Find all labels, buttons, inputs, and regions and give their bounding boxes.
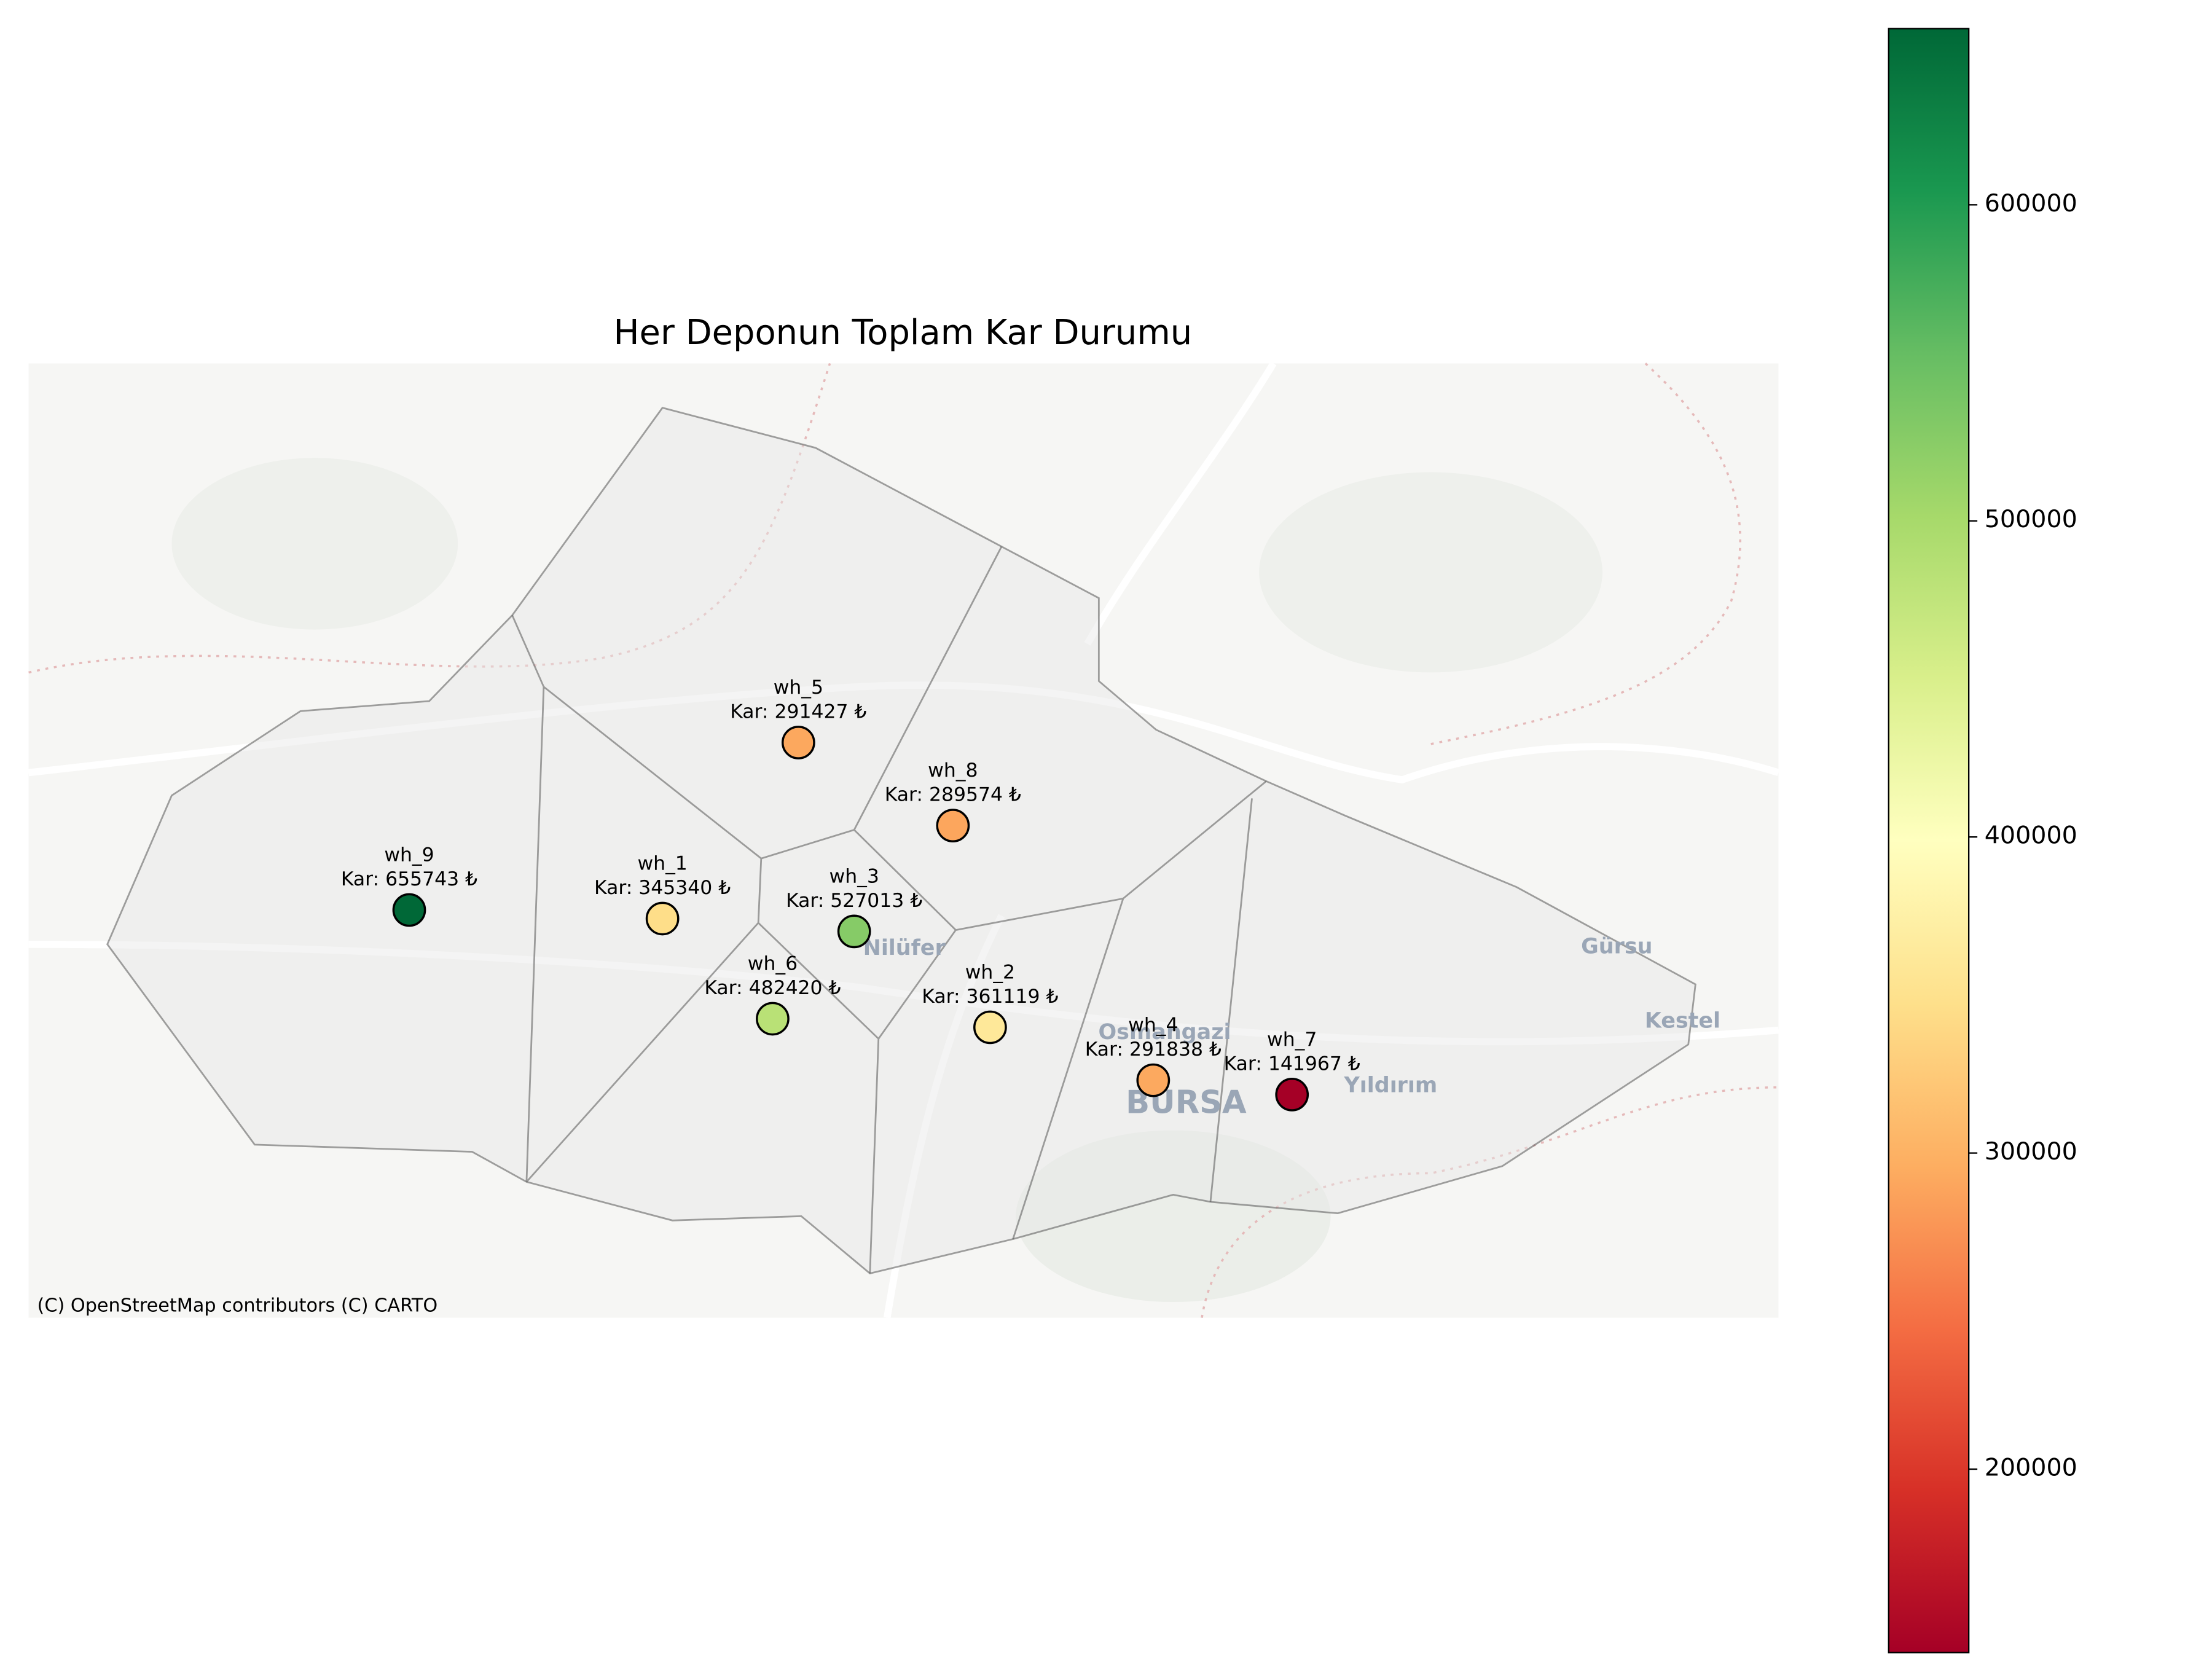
road xyxy=(28,681,1780,784)
warehouse-name: wh_7 xyxy=(1267,1029,1317,1051)
place-label: Osmangazi xyxy=(1098,1020,1231,1045)
warehouse-marker xyxy=(1275,1078,1309,1112)
place-label: Nilüfer xyxy=(863,936,946,960)
warehouse-marker xyxy=(936,809,970,842)
warehouse-marker xyxy=(392,893,426,927)
warehouse-name: wh_4 xyxy=(1128,1014,1178,1037)
road xyxy=(1084,361,1277,646)
chart-title: Her Deponun Toplam Kar Durumu xyxy=(613,313,1192,353)
colorbar-tick-label: 500000 xyxy=(1985,505,2077,533)
warehouse-marker xyxy=(973,1010,1007,1045)
hull xyxy=(106,407,1696,1274)
profit-label: Kar: 345340 ₺ xyxy=(594,877,731,899)
colorbar-tick-label: 200000 xyxy=(1985,1453,2077,1481)
profit-label: Kar: 482420 ₺ xyxy=(704,977,841,999)
warehouse-marker xyxy=(756,1002,790,1036)
cell-edges xyxy=(511,546,1267,1274)
warehouse-name: wh_2 xyxy=(965,961,1015,983)
voronoi xyxy=(106,407,1696,1274)
warehouse-marker xyxy=(1136,1063,1171,1097)
profit-label: Kar: 361119 ₺ xyxy=(922,986,1058,1008)
roads xyxy=(28,361,1780,1319)
colorbar-ticks: 200000 300000 400000 500000 600000 xyxy=(1969,189,2077,1481)
warehouse-name: wh_1 xyxy=(637,852,687,874)
road xyxy=(883,914,1005,1319)
road xyxy=(28,941,1779,1046)
warehouse-name: wh_8 xyxy=(928,759,978,782)
profit-label: Kar: 655743 ₺ xyxy=(341,868,477,890)
border xyxy=(28,363,831,674)
colorbar-tick-label: 600000 xyxy=(1985,189,2077,218)
basemap xyxy=(28,361,1780,1319)
border xyxy=(1430,363,1741,745)
warehouse-name: wh_9 xyxy=(384,844,434,866)
warehouse-name: wh_6 xyxy=(748,952,798,975)
profit-label: Kar: 291838 ₺ xyxy=(1085,1038,1222,1061)
warehouse-marker xyxy=(645,901,680,936)
colorbar-tick-label: 400000 xyxy=(1985,822,2077,850)
profit-label: Kar: 289574 ₺ xyxy=(885,784,1021,806)
place-label: Yıldırım xyxy=(1344,1073,1438,1097)
warehouse-name: wh_5 xyxy=(774,677,823,699)
terrain xyxy=(171,458,458,630)
warehouse-marker xyxy=(781,726,815,759)
warehouse-marker xyxy=(837,914,871,949)
place-label: Gürsu xyxy=(1581,935,1652,959)
points: wh_1 Kar: 345340 ₺ wh_2 Kar: 361119 ₺ wh_3 Ka… xyxy=(341,677,1360,1112)
terrain xyxy=(1016,1130,1331,1303)
borders xyxy=(28,363,1779,1318)
profit-label: Kar: 527013 ₺ xyxy=(786,890,922,912)
terrain xyxy=(1259,472,1603,673)
warehouse-name: wh_3 xyxy=(830,865,879,887)
place-label: Kestel xyxy=(1645,1009,1720,1033)
attribution: (C) OpenStreetMap contributors (C) CARTO xyxy=(37,1295,438,1317)
profit-label: Kar: 291427 ₺ xyxy=(730,701,866,723)
colorbar xyxy=(1888,28,1970,1653)
colorbar-tick-label: 300000 xyxy=(1985,1137,2077,1166)
profit-label: Kar: 141967 ₺ xyxy=(1224,1053,1360,1075)
